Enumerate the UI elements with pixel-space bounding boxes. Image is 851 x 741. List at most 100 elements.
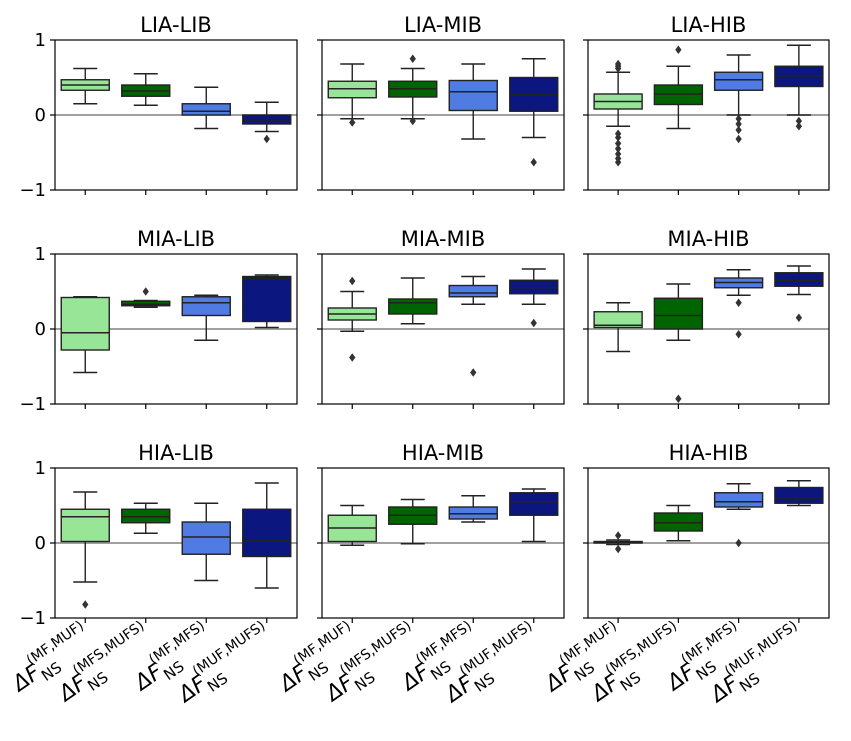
box-iqr <box>60 296 110 351</box>
box-iqr <box>242 114 292 125</box>
category-label-base: ΔF <box>7 660 46 698</box>
panel-mia-hib: MIA-HIB <box>583 227 830 409</box>
category-label-base: ΔF <box>396 659 435 697</box>
outlier-point <box>614 544 622 554</box>
box-iqr <box>774 272 824 287</box>
box-mfs-mufs <box>121 287 171 308</box>
box-mf-muf <box>60 491 110 609</box>
box-iqr <box>509 279 559 295</box>
box-iqr <box>713 71 764 91</box>
outlier-point <box>735 125 742 135</box>
box-mf-mfs <box>448 495 498 523</box>
outlier-point <box>675 45 682 54</box>
box-iqr <box>448 79 498 112</box>
panel-lia-hib: LIA-HIB <box>583 13 830 195</box>
outlier-point <box>735 134 742 144</box>
box-mf-muf <box>327 504 377 546</box>
outlier-point <box>614 59 622 69</box>
box-mf-muf <box>327 63 377 127</box>
box-mf-mfs <box>181 86 231 130</box>
box-mf-muf <box>60 296 110 374</box>
box-mf-muf <box>60 67 110 105</box>
box-muf-mufs <box>242 101 292 144</box>
box-iqr <box>242 508 292 558</box>
box-muf-mufs <box>242 274 292 329</box>
outlier-point <box>263 134 270 144</box>
outlier-point <box>142 287 149 296</box>
outlier-point <box>349 276 356 286</box>
outlier-point <box>735 538 742 548</box>
box-iqr <box>242 275 292 323</box>
box-iqr <box>653 84 704 106</box>
box-mf-mfs <box>713 483 764 548</box>
outlier-point <box>795 116 803 126</box>
y-tick-label: −1 <box>19 608 46 629</box>
box-iqr <box>327 80 377 99</box>
outlier-point <box>530 318 537 328</box>
box-iqr <box>448 284 498 298</box>
panel-title: HIA-HIB <box>669 441 749 465</box>
y-tick-label: 1 <box>35 30 46 51</box>
panel-lia-mib: LIA-MIB <box>317 13 565 195</box>
box-iqr <box>448 506 498 520</box>
box-mfs-mufs <box>388 277 438 325</box>
panel-title: MIA-LIB <box>137 227 215 251</box>
box-iqr <box>593 311 643 329</box>
outlier-point <box>614 139 622 148</box>
panel-title: MIA-MIB <box>401 227 486 251</box>
box-iqr <box>653 297 704 330</box>
y-tick-label: 1 <box>35 458 46 479</box>
y-tick-label: 1 <box>35 244 46 265</box>
outlier-point <box>530 158 537 167</box>
outlier-point <box>614 158 622 167</box>
box-mfs-mufs <box>388 498 438 545</box>
box-mf-muf <box>593 59 643 167</box>
box-muf-mufs <box>509 58 559 167</box>
panel-lia-lib: LIA-LIB 1 0 −1 <box>19 13 298 201</box>
panel-title: LIA-MIB <box>404 13 482 37</box>
y-tick-label: 0 <box>35 533 46 554</box>
outlier-point <box>409 116 416 126</box>
box-muf-mufs <box>774 265 824 322</box>
box-iqr <box>653 512 704 532</box>
outlier-point <box>675 394 682 403</box>
box-iqr <box>121 508 171 524</box>
outlier-point <box>735 119 742 129</box>
box-mfs-mufs <box>653 45 704 130</box>
box-muf-mufs <box>509 488 559 543</box>
box-muf-mufs <box>242 482 292 589</box>
outlier-point <box>614 144 622 153</box>
box-mf-mfs <box>448 63 498 140</box>
box-iqr <box>181 296 231 317</box>
outlier-point <box>470 368 477 377</box>
box-iqr <box>121 300 171 307</box>
box-iqr <box>713 492 764 508</box>
outlier-point <box>735 114 742 123</box>
box-muf-mufs <box>774 44 824 131</box>
box-iqr <box>388 298 438 315</box>
panel-title: HIA-LIB <box>138 441 214 465</box>
panel-title: LIA-HIB <box>671 13 747 37</box>
y-tick-label: −1 <box>19 394 46 415</box>
panel-hia-mib: HIA-MIBΔFNS(MF,MUF)ΔFNS(MFS,MUFS)ΔFNS(MF… <box>274 441 565 709</box>
outlier-point <box>614 531 622 540</box>
outlier-point <box>409 54 416 63</box>
panel-mia-mib: MIA-MIB <box>317 227 565 409</box>
box-mfs-mufs <box>653 283 704 403</box>
box-iqr <box>509 492 559 516</box>
y-tick-label: 0 <box>35 105 46 126</box>
outlier-point <box>349 118 356 127</box>
box-mf-muf <box>327 276 377 362</box>
box-mf-mfs <box>181 502 231 582</box>
box-mf-muf <box>593 302 643 353</box>
panel-title: LIA-LIB <box>140 13 212 37</box>
outlier-point <box>614 133 622 142</box>
box-mfs-mufs <box>121 73 171 106</box>
box-mf-mfs <box>713 269 764 339</box>
box-iqr <box>774 486 824 504</box>
box-mfs-mufs <box>121 502 171 534</box>
outlier-point <box>82 600 89 609</box>
box-mf-mfs <box>713 54 764 144</box>
panel-title: HIA-MIB <box>402 441 484 465</box>
